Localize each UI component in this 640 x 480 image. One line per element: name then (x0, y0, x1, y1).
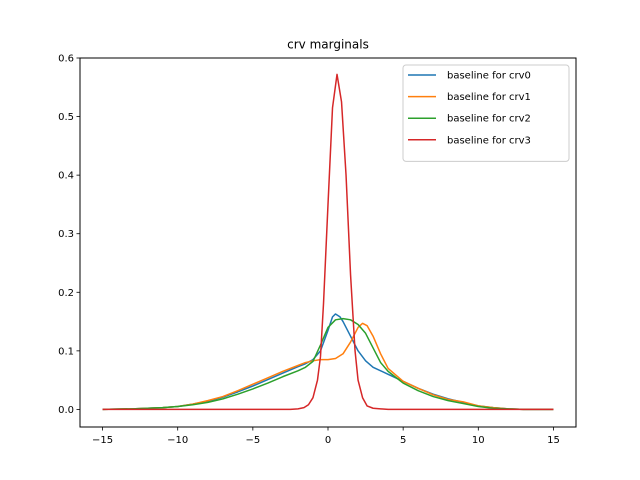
x-tick-label: −15 (92, 435, 113, 446)
y-axis: 0.0 0.1 0.2 0.3 0.4 0.5 0.6 (58, 54, 80, 416)
series-line-2 (102, 317, 554, 411)
y-tick-label: 0.1 (58, 346, 74, 357)
chart-title: crv marginals (287, 38, 369, 52)
x-tick-label: −10 (167, 435, 188, 446)
legend: baseline for crv0 baseline for crv1 baseli… (402, 64, 570, 162)
y-tick-label: 0.6 (58, 54, 74, 65)
y-tick-label: 0.2 (58, 288, 74, 299)
x-tick-label: 10 (472, 435, 485, 446)
legend-box (402, 64, 570, 162)
series-line-3 (102, 73, 554, 411)
legend-label-1: baseline for crv1 (447, 92, 531, 103)
y-tick-label: 0.0 (58, 405, 74, 416)
x-tick-label: −5 (245, 435, 260, 446)
x-tick-label: 0 (325, 435, 331, 446)
x-tick-label: 15 (547, 435, 560, 446)
x-tick-label: 5 (400, 435, 406, 446)
legend-label-3: baseline for crv3 (447, 135, 531, 146)
x-axis: −15 −10 −5 0 5 10 15 (92, 427, 560, 446)
y-tick-label: 0.5 (58, 112, 74, 123)
legend-label-2: baseline for crv2 (447, 114, 531, 125)
legend-label-0: baseline for crv0 (447, 71, 531, 82)
series-lines (102, 73, 554, 411)
y-tick-label: 0.3 (58, 229, 74, 240)
y-tick-label: 0.4 (58, 171, 74, 182)
series-line-1 (102, 322, 554, 411)
